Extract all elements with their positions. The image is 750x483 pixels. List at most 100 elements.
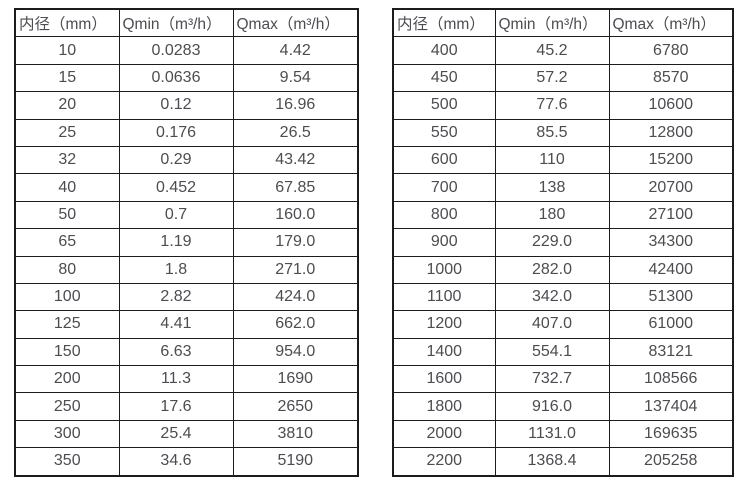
table-cell: 229.0 [494, 228, 610, 257]
table-cell: 10600 [608, 91, 734, 120]
table-cell: 1.8 [118, 255, 234, 284]
table-row: 450 57.2 8570 [392, 63, 734, 93]
table-cell: 500 [392, 91, 496, 120]
table-cell: 160.0 [232, 200, 359, 230]
table-cell: 0.12 [118, 91, 234, 120]
table-cell: 800 [392, 200, 496, 230]
table-cell: 6780 [608, 36, 734, 65]
table-cell: 50 [14, 200, 120, 230]
table-cell: 20700 [608, 173, 734, 202]
table-cell: 11.3 [118, 365, 234, 394]
table-cell: 282.0 [494, 255, 610, 284]
table-cell: 1100 [392, 282, 496, 312]
table-row: 10 0.0283 4.42 [14, 36, 359, 65]
table-cell: 550 [392, 118, 496, 147]
table-row: 500 77.6 10600 [392, 91, 734, 120]
table-cell: 34300 [608, 228, 734, 257]
table-row: 150 6.63 954.0 [14, 337, 359, 367]
table-cell: 108566 [608, 365, 734, 394]
table-row: 125 4.41 662.0 [14, 310, 359, 339]
table-cell: 271.0 [232, 255, 359, 284]
table-cell: 57.2 [494, 63, 610, 93]
table-cell: 5190 [232, 447, 359, 477]
table-cell: 15200 [608, 145, 734, 175]
table-cell: 77.6 [494, 91, 610, 120]
table-cell: 61000 [608, 310, 734, 339]
table-row: 900 229.0 34300 [392, 228, 734, 257]
table-row: 20 0.12 16.96 [14, 91, 359, 120]
table-row: 800 180 27100 [392, 200, 734, 230]
table-row: 400 45.2 6780 [392, 36, 734, 65]
table-cell: 0.0283 [118, 36, 234, 65]
table-row: 80 1.8 271.0 [14, 255, 359, 284]
table-cell: 65 [14, 228, 120, 257]
table-cell: 916.0 [494, 392, 610, 421]
table-cell: 179.0 [232, 228, 359, 257]
table-cell: 205258 [608, 447, 734, 477]
table-cell: 250 [14, 392, 120, 421]
table-cell: 662.0 [232, 310, 359, 339]
table-row: 1600 732.7 108566 [392, 365, 734, 394]
table-cell: 25.4 [118, 419, 234, 449]
table-row: 600 110 15200 [392, 145, 734, 175]
table-cell: 25 [14, 118, 120, 147]
table-cell: 45.2 [494, 36, 610, 65]
table-cell: 34.6 [118, 447, 234, 477]
table-cell: 300 [14, 419, 120, 449]
table-row: 350 34.6 5190 [14, 447, 359, 477]
column-header: 内径（mm） [392, 8, 496, 38]
table-cell: 2000 [392, 419, 496, 449]
table-cell: 1800 [392, 392, 496, 421]
table-row: 15 0.0636 9.54 [14, 63, 359, 93]
table-row: 2200 1368.4 205258 [392, 447, 734, 477]
table-cell: 1690 [232, 365, 359, 394]
table-cell: 0.7 [118, 200, 234, 230]
table-cell: 400 [392, 36, 496, 65]
table-cell: 138 [494, 173, 610, 202]
table-header-row: 内径（mm） Qmin（m³/h） Qmax（m³/h） [14, 8, 359, 38]
table-cell: 180 [494, 200, 610, 230]
table-cell: 16.96 [232, 91, 359, 120]
table-cell: 9.54 [232, 63, 359, 93]
table-cell: 554.1 [494, 337, 610, 367]
table-cell: 125 [14, 310, 120, 339]
table-cell: 1131.0 [494, 419, 610, 449]
table-cell: 0.29 [118, 145, 234, 175]
table-cell: 2200 [392, 447, 496, 477]
table-cell: 8570 [608, 63, 734, 93]
table-cell: 200 [14, 365, 120, 394]
column-header: Qmax（m³/h） [608, 8, 734, 38]
table-cell: 450 [392, 63, 496, 93]
table-cell: 0.176 [118, 118, 234, 147]
column-header: Qmax（m³/h） [232, 8, 359, 38]
table-cell: 0.0636 [118, 63, 234, 93]
column-header: 内径（mm） [14, 8, 120, 38]
table-cell: 26.5 [232, 118, 359, 147]
table-cell: 600 [392, 145, 496, 175]
table-row: 550 85.5 12800 [392, 118, 734, 147]
table-row: 25 0.176 26.5 [14, 118, 359, 147]
table-cell: 42400 [608, 255, 734, 284]
table-row: 1800 916.0 137404 [392, 392, 734, 421]
table-cell: 12800 [608, 118, 734, 147]
table-cell: 1000 [392, 255, 496, 284]
column-header: Qmin（m³/h） [118, 8, 234, 38]
table-cell: 51300 [608, 282, 734, 312]
table-cell: 4.41 [118, 310, 234, 339]
table-cell: 350 [14, 447, 120, 477]
table-cell: 3810 [232, 419, 359, 449]
table-cell: 32 [14, 145, 120, 175]
table-header-row: 内径（mm） Qmin（m³/h） Qmax（m³/h） [392, 8, 734, 38]
table-cell: 732.7 [494, 365, 610, 394]
table-cell: 17.6 [118, 392, 234, 421]
table-cell: 137404 [608, 392, 734, 421]
table-row: 1400 554.1 83121 [392, 337, 734, 367]
table-cell: 407.0 [494, 310, 610, 339]
table-body: 10 0.0283 4.42 15 0.0636 9.54 20 0.12 16.96 25 0.1… [14, 36, 359, 477]
table-cell: 10 [14, 36, 120, 65]
column-header: Qmin（m³/h） [494, 8, 610, 38]
table-cell: 80 [14, 255, 120, 284]
table-cell: 2.82 [118, 282, 234, 312]
table-cell: 424.0 [232, 282, 359, 312]
